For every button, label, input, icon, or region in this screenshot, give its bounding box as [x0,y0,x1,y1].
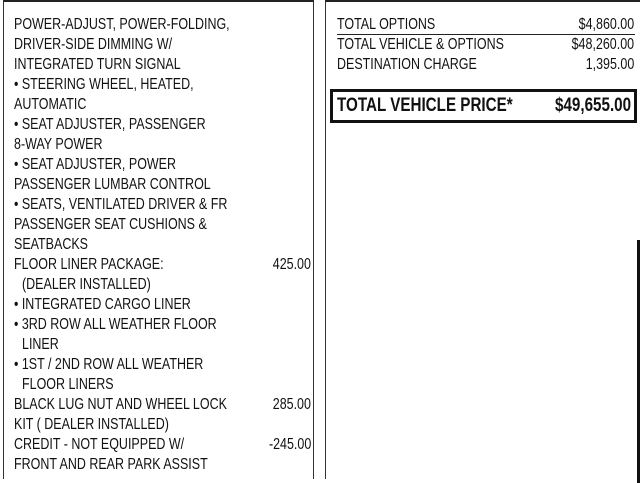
option-line: • SEAT ADJUSTER, PASSENGER [14,116,206,133]
option-line: • 1ST / 2ND ROW ALL WEATHER [14,356,204,373]
option-line: KIT ( DEALER INSTALLED) [14,416,169,433]
total-options-label: TOTAL OPTIONS [337,16,436,33]
option-line: FRONT AND REAR PARK ASSIST [14,456,208,473]
total-vehicle-price-label: TOTAL VEHICLE PRICE* [337,95,513,116]
option-line: CREDIT - NOT EQUIPPED W/ [14,436,185,453]
option-line: • INTEGRATED CARGO LINER [14,296,191,313]
options-panel [3,0,314,479]
price-credit: -245.00 [268,436,311,453]
option-line: • SEAT ADJUSTER, POWER [14,156,177,173]
total-vehicle-options-label: TOTAL VEHICLE & OPTIONS [337,36,504,53]
option-line: BLACK LUG NUT AND WHEEL LOCK [14,396,227,413]
option-line: INTEGRATED TURN SIGNAL [14,56,181,73]
destination-charge-value: 1,395.00 [585,56,634,73]
option-line: 8-WAY POWER [14,136,103,153]
option-line: FLOOR LINER PACKAGE: [14,256,164,273]
option-line: • SEATS, VENTILATED DRIVER & FR [14,196,228,213]
option-line: (DEALER INSTALLED) [22,276,151,293]
total-vehicle-price-box: TOTAL VEHICLE PRICE* $49,655.00 [330,89,637,123]
option-line: SEATBACKS [14,236,88,253]
option-line: LINER [22,336,59,353]
option-line: DRIVER-SIDE DIMMING W/ [14,36,173,53]
option-line: FLOOR LINERS [22,376,114,393]
option-line: POWER-ADJUST, POWER-FOLDING, [14,16,230,33]
total-options-value: $4,860.00 [578,16,634,33]
page-edge [637,240,640,483]
option-line: • STEERING WHEEL, HEATED, [14,76,194,93]
divider [337,34,635,35]
option-line: • 3RD ROW ALL WEATHER FLOOR [14,316,217,333]
price-lug-nut: 285.00 [272,396,311,413]
price-floor-liner: 425.00 [272,256,311,273]
option-line: PASSENGER LUMBAR CONTROL [14,176,211,193]
destination-charge-label: DESTINATION CHARGE [337,56,477,73]
total-vehicle-options-value: $48,260.00 [571,36,634,53]
price-summary-panel [325,0,640,479]
option-line: PASSENGER SEAT CUSHIONS & [14,216,207,233]
option-line: AUTOMATIC [14,96,87,113]
total-vehicle-price-value: $49,655.00 [554,95,631,116]
